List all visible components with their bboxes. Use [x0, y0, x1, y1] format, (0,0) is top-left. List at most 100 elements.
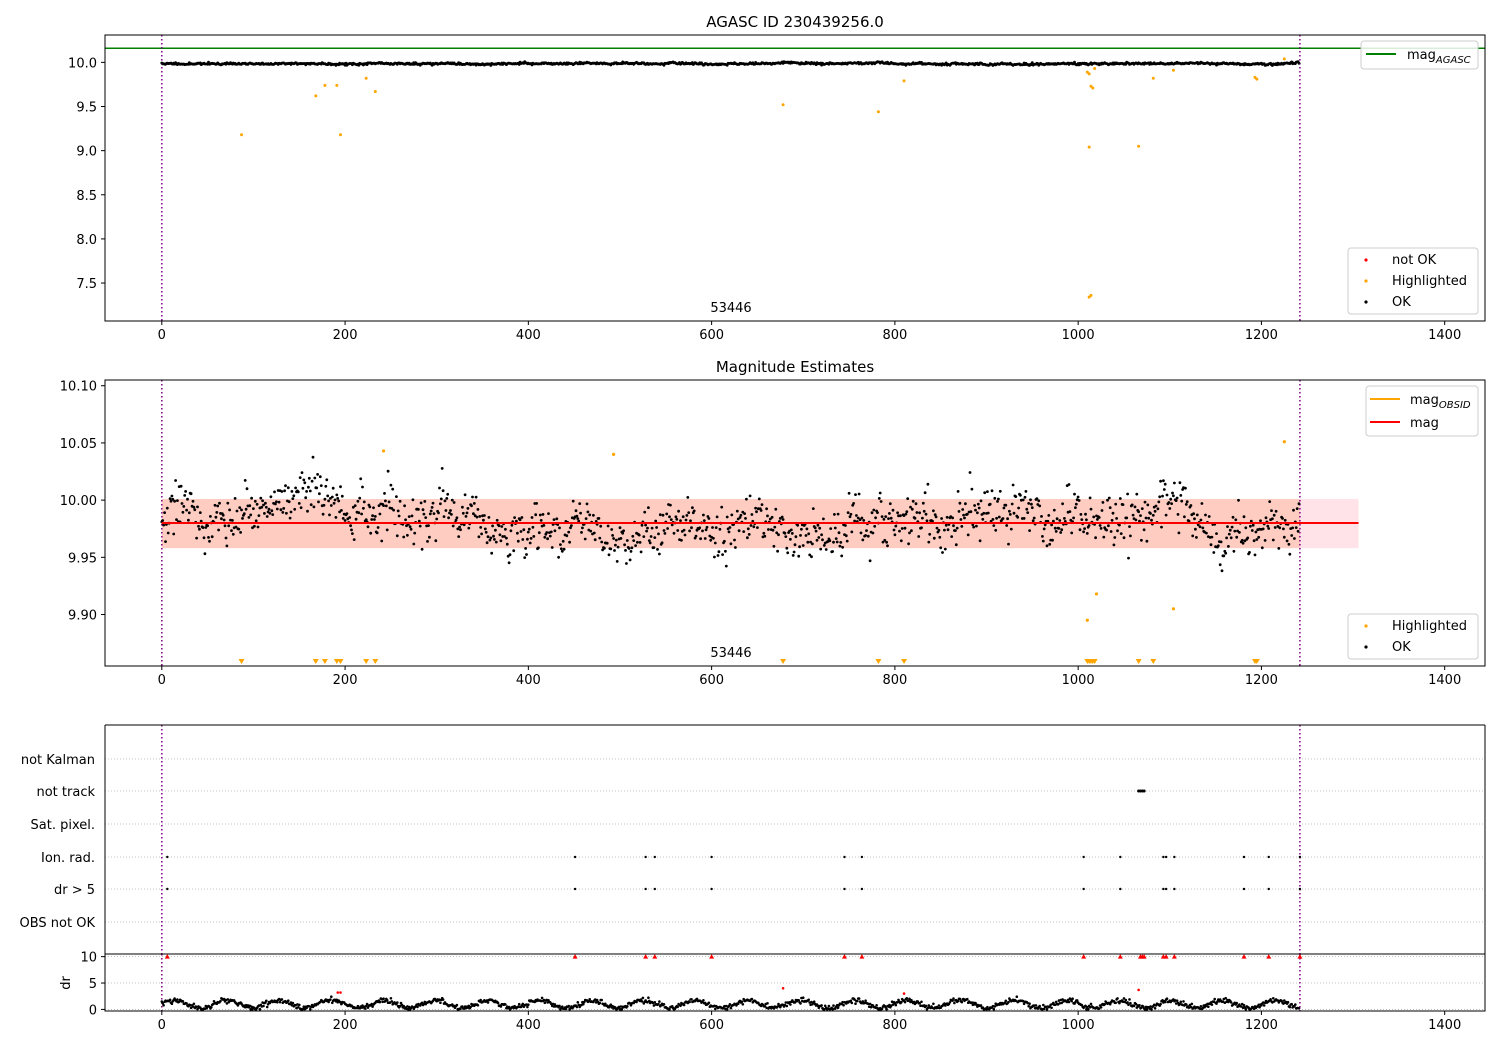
y-tick-label: 9.95 — [68, 551, 97, 566]
ok-point — [589, 529, 593, 533]
dr-ok-point — [736, 1002, 740, 1006]
ok-point — [186, 497, 189, 501]
ok-point — [216, 504, 220, 508]
ok-point — [341, 517, 345, 520]
ok-point — [961, 508, 965, 511]
ok-point — [1011, 483, 1015, 487]
highlighted-point — [1151, 76, 1155, 80]
ok-point — [1040, 515, 1043, 518]
dr-ok-point — [278, 1000, 282, 1004]
dr-ok-point — [1127, 1003, 1130, 1006]
ok-point — [231, 532, 235, 536]
ok-point — [832, 540, 835, 544]
ok-point — [1063, 517, 1066, 520]
ok-point — [672, 531, 676, 535]
magnitude-estimates-obsid-annotation: 53446 — [710, 646, 751, 661]
ok-point — [946, 528, 950, 532]
ok-point — [1204, 513, 1207, 517]
ion-rad-point — [1162, 855, 1165, 859]
ok-point — [168, 497, 172, 500]
ok-point — [267, 507, 271, 511]
dr-ok-point — [1182, 1000, 1185, 1003]
ok-point — [669, 503, 672, 507]
ok-point — [1072, 516, 1075, 520]
ok-point — [861, 538, 865, 542]
dr-ok-point — [543, 1001, 547, 1005]
dr-gt-5-point — [1173, 887, 1176, 891]
highlighted-point — [1171, 607, 1176, 611]
ok-point — [969, 510, 973, 514]
ok-point — [235, 509, 239, 513]
ok-point — [911, 499, 915, 503]
ok-point — [1149, 512, 1152, 515]
dr-ok-point — [550, 1002, 553, 1006]
ok-point — [1043, 523, 1047, 527]
dr-ok-point — [766, 1002, 769, 1005]
dr-ok-point — [1045, 1007, 1049, 1011]
ok-point — [423, 500, 427, 503]
dr-ok-point — [1221, 1000, 1225, 1003]
ok-point — [470, 504, 473, 508]
ok-point — [561, 539, 565, 543]
ok-point — [420, 547, 424, 551]
dr-ok-point — [823, 1004, 827, 1008]
ok-point — [653, 536, 657, 539]
ok-point — [349, 524, 352, 528]
ok-point — [677, 509, 680, 513]
ok-point — [396, 509, 400, 513]
ok-point — [419, 501, 423, 505]
legend-ok-marker — [1364, 300, 1368, 304]
y-tick-label: 7.5 — [76, 277, 97, 292]
ok-point — [1006, 517, 1009, 521]
dr-ok-point — [1126, 1001, 1129, 1004]
dr-ok-point — [894, 1003, 898, 1007]
ok-point — [343, 519, 347, 522]
ok-point — [574, 509, 578, 513]
ok-point — [954, 529, 957, 532]
dr-ok-point — [455, 1003, 459, 1007]
ok-point — [924, 512, 928, 516]
dr-ok-point — [331, 1001, 334, 1005]
ok-point — [711, 526, 714, 529]
dr-ok-point — [1190, 1002, 1194, 1006]
dr-gt-5-point — [710, 887, 713, 891]
ok-point — [718, 527, 722, 531]
ok-point — [226, 501, 230, 505]
ok-point — [1288, 552, 1292, 556]
ok-point — [1266, 524, 1270, 528]
dr-gt-5-point — [1298, 887, 1302, 891]
dr-ok-point — [1034, 1004, 1038, 1007]
ok-point — [1260, 546, 1264, 550]
dr-ok-point — [582, 1000, 586, 1004]
ok-point — [704, 528, 708, 532]
ok-point — [607, 553, 611, 557]
x-tick-label: 1400 — [1428, 1018, 1461, 1033]
x-tick-label: 0 — [158, 328, 166, 343]
ok-point — [562, 547, 566, 551]
ok-point — [555, 517, 559, 521]
dr-panel-x-ticks: 0 200 400 600 800 1000 1200 1400 — [158, 1011, 1461, 1033]
ok-point — [225, 544, 229, 548]
ok-point — [932, 536, 936, 540]
ok-point — [637, 533, 641, 537]
dr-ok-point — [834, 1007, 837, 1010]
ok-point — [307, 476, 311, 480]
dr-ok-point — [953, 1001, 956, 1005]
ok-point — [422, 512, 426, 516]
ok-point — [348, 516, 352, 519]
ok-point — [811, 542, 814, 546]
dr-ok-point — [1084, 1004, 1087, 1008]
dr-gt-5-point — [653, 887, 657, 891]
dr-ok-point — [657, 1002, 660, 1006]
ok-point — [1164, 513, 1168, 517]
ok-point — [840, 554, 844, 558]
dr-ok-point — [575, 1005, 579, 1009]
ok-point — [1051, 538, 1054, 542]
y-tick-label: 9.0 — [76, 145, 97, 160]
ok-point — [1074, 506, 1077, 510]
dr-ok-point — [496, 1001, 500, 1005]
dr-ok-point — [1235, 1001, 1238, 1005]
dr-ok-point — [728, 1003, 732, 1006]
ok-point — [283, 489, 286, 493]
ok-point — [318, 475, 322, 479]
